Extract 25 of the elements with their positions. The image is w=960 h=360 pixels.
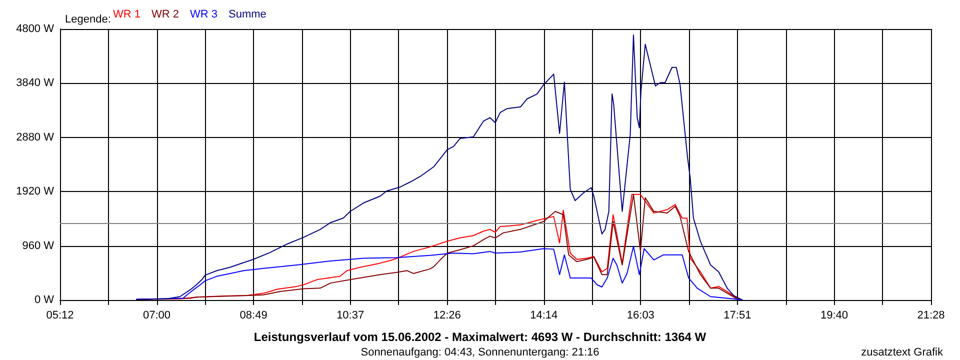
legend-title: Legende: [65, 14, 111, 26]
x-tick-label: 17:51 [724, 310, 752, 322]
x-tick-label: 14:14 [530, 310, 558, 322]
y-tick-label: 0 W [34, 294, 55, 306]
y-tick-label: 3840 W [16, 77, 55, 90]
x-tick-label: 08:49 [240, 310, 268, 322]
text: zusatztext Grafik [861, 346, 944, 358]
x-tick-label: 19:40 [820, 310, 848, 322]
x-tick-label: 05:12 [46, 310, 74, 322]
y-tick-label: 4800 W [16, 23, 55, 35]
x-tick-label: 12:26 [433, 310, 461, 322]
x-tick-label: 07:00 [143, 310, 171, 322]
text: Sonnenaufgang: 04:43, Sonnenuntergang: 21:16 [360, 346, 600, 358]
text: WR 3 [190, 8, 218, 20]
x-tick-label: 10:37 [336, 310, 364, 322]
text: WR 1 [113, 8, 140, 20]
text: Summe [228, 8, 266, 20]
y-tick-label: 960 W [22, 240, 55, 252]
text: WR 2 [152, 8, 179, 20]
x-tick-label: 21:28 [917, 310, 945, 322]
x-tick-label: 16:03 [626, 310, 654, 322]
y-tick-label: 2880 W [16, 131, 55, 144]
y-tick-label: 1920 W [16, 186, 55, 198]
text: Leistungsverlauf vom 15.06.2002 - Maximalwert: 4693 W - Durchschnitt: 1364 W [254, 330, 707, 344]
line-series [136, 34, 743, 300]
